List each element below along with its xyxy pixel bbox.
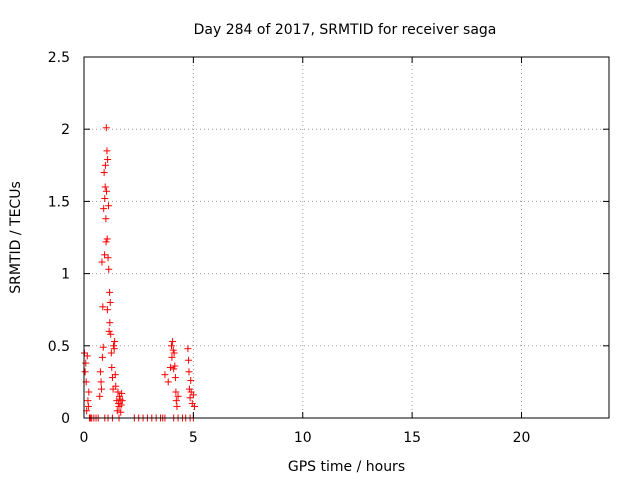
data-point xyxy=(83,352,91,360)
data-point xyxy=(108,363,116,371)
data-point xyxy=(184,345,192,353)
data-point xyxy=(171,362,179,370)
data-point xyxy=(104,254,112,262)
chart-title: Day 284 of 2017, SRMTID for receiver sag… xyxy=(194,22,497,38)
data-point xyxy=(98,385,105,393)
data-point xyxy=(170,349,178,357)
data-point xyxy=(106,288,114,296)
y-axis-title: SRMTID / TECUs xyxy=(8,181,24,294)
y-tick-label: 1 xyxy=(61,267,70,283)
data-point xyxy=(103,235,111,243)
data-point xyxy=(105,327,113,335)
data-point xyxy=(110,342,118,350)
data-point xyxy=(100,205,108,213)
y-tick-label: 2.5 xyxy=(48,50,70,66)
data-point xyxy=(105,202,112,210)
x-axis-title: GPS time / hours xyxy=(288,459,405,475)
data-point xyxy=(101,183,109,191)
data-point xyxy=(102,124,110,132)
data-point xyxy=(106,319,114,327)
data-point xyxy=(96,392,104,400)
y-tick-label: 1.5 xyxy=(48,194,70,210)
data-point xyxy=(171,374,179,382)
data-point xyxy=(161,371,169,379)
data-point xyxy=(173,402,181,410)
data-point xyxy=(187,376,195,384)
data-point xyxy=(186,394,194,402)
data-point xyxy=(105,265,113,273)
data-point xyxy=(166,363,174,371)
y-tick-label: 0.5 xyxy=(48,339,70,355)
x-tick-label: 20 xyxy=(513,430,531,446)
data-point xyxy=(190,402,198,410)
data-point xyxy=(85,388,93,396)
grid-layer xyxy=(84,57,609,418)
x-tick-label: 10 xyxy=(294,430,312,446)
data-point xyxy=(117,401,125,409)
data-point xyxy=(168,342,175,350)
plot-frame xyxy=(83,56,610,419)
data-point xyxy=(102,215,110,223)
ticks-layer: 0 5 10 15 20 0 0.5 1 1.5 2 2.5 xyxy=(48,50,609,446)
data-point xyxy=(98,353,106,361)
data-point xyxy=(103,306,111,314)
data-point xyxy=(107,349,115,357)
points-layer xyxy=(80,124,198,422)
data-point xyxy=(82,359,90,367)
data-point xyxy=(81,368,89,376)
data-point xyxy=(100,169,108,177)
data-point xyxy=(118,397,126,405)
data-point xyxy=(104,156,112,164)
data-point xyxy=(185,385,193,393)
data-point xyxy=(84,402,92,410)
data-point xyxy=(103,187,111,195)
data-point xyxy=(110,345,118,353)
y-tick-label: 2 xyxy=(61,122,70,138)
y-tick-label: 0 xyxy=(61,411,70,427)
x-tick-label: 0 xyxy=(80,430,89,446)
data-point xyxy=(98,258,106,266)
data-point xyxy=(101,161,109,169)
data-point xyxy=(106,298,114,306)
data-point xyxy=(111,337,119,345)
data-point xyxy=(168,353,176,361)
data-point xyxy=(101,195,109,203)
data-point xyxy=(103,147,111,155)
data-point xyxy=(108,374,116,382)
data-point xyxy=(185,368,193,376)
data-point xyxy=(111,371,119,379)
data-point xyxy=(118,389,126,397)
data-point xyxy=(113,407,121,415)
data-point xyxy=(99,303,107,311)
data-point xyxy=(99,343,107,351)
data-point xyxy=(169,346,177,354)
x-tick-label: 5 xyxy=(189,430,198,446)
data-point xyxy=(117,408,125,416)
x-tick-label: 15 xyxy=(403,430,421,446)
data-point xyxy=(107,330,115,338)
data-point xyxy=(97,378,105,386)
data-point xyxy=(112,382,120,390)
data-point xyxy=(164,378,172,386)
data-point xyxy=(114,388,122,396)
data-point xyxy=(172,388,180,396)
data-point xyxy=(169,337,177,345)
data-point xyxy=(172,397,180,405)
data-point xyxy=(174,392,182,400)
data-point xyxy=(189,391,197,399)
data-point xyxy=(101,251,109,259)
data-point xyxy=(170,365,178,373)
data-point xyxy=(96,368,104,376)
data-point xyxy=(185,356,193,364)
data-point xyxy=(102,238,110,246)
